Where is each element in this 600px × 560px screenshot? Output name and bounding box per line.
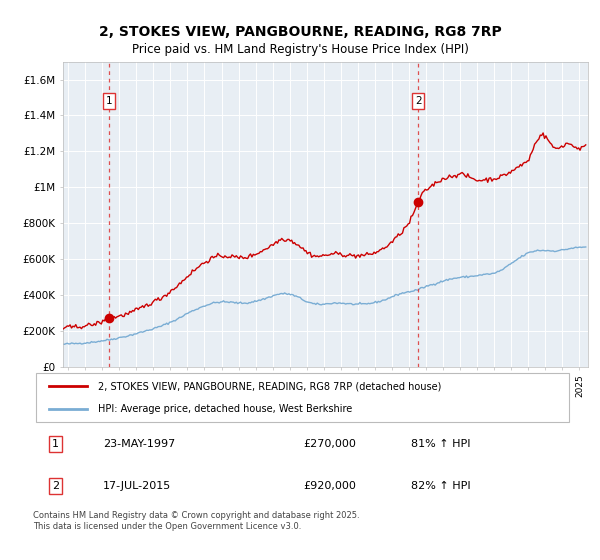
Text: £920,000: £920,000: [303, 481, 356, 491]
Text: 81% ↑ HPI: 81% ↑ HPI: [411, 439, 470, 449]
Text: 17-JUL-2015: 17-JUL-2015: [103, 481, 172, 491]
Text: 1: 1: [106, 96, 112, 106]
Text: 2: 2: [415, 96, 422, 106]
Text: Contains HM Land Registry data © Crown copyright and database right 2025.
This d: Contains HM Land Registry data © Crown c…: [33, 511, 359, 531]
Text: HPI: Average price, detached house, West Berkshire: HPI: Average price, detached house, West…: [98, 404, 352, 414]
Text: £270,000: £270,000: [303, 439, 356, 449]
Text: 2: 2: [52, 481, 59, 491]
Text: Price paid vs. HM Land Registry's House Price Index (HPI): Price paid vs. HM Land Registry's House …: [131, 43, 469, 55]
Text: 82% ↑ HPI: 82% ↑ HPI: [411, 481, 470, 491]
FancyBboxPatch shape: [36, 374, 569, 422]
Text: 1: 1: [52, 439, 59, 449]
Text: 2, STOKES VIEW, PANGBOURNE, READING, RG8 7RP (detached house): 2, STOKES VIEW, PANGBOURNE, READING, RG8…: [98, 381, 441, 391]
Text: 2, STOKES VIEW, PANGBOURNE, READING, RG8 7RP: 2, STOKES VIEW, PANGBOURNE, READING, RG8…: [98, 25, 502, 39]
Text: 23-MAY-1997: 23-MAY-1997: [103, 439, 175, 449]
